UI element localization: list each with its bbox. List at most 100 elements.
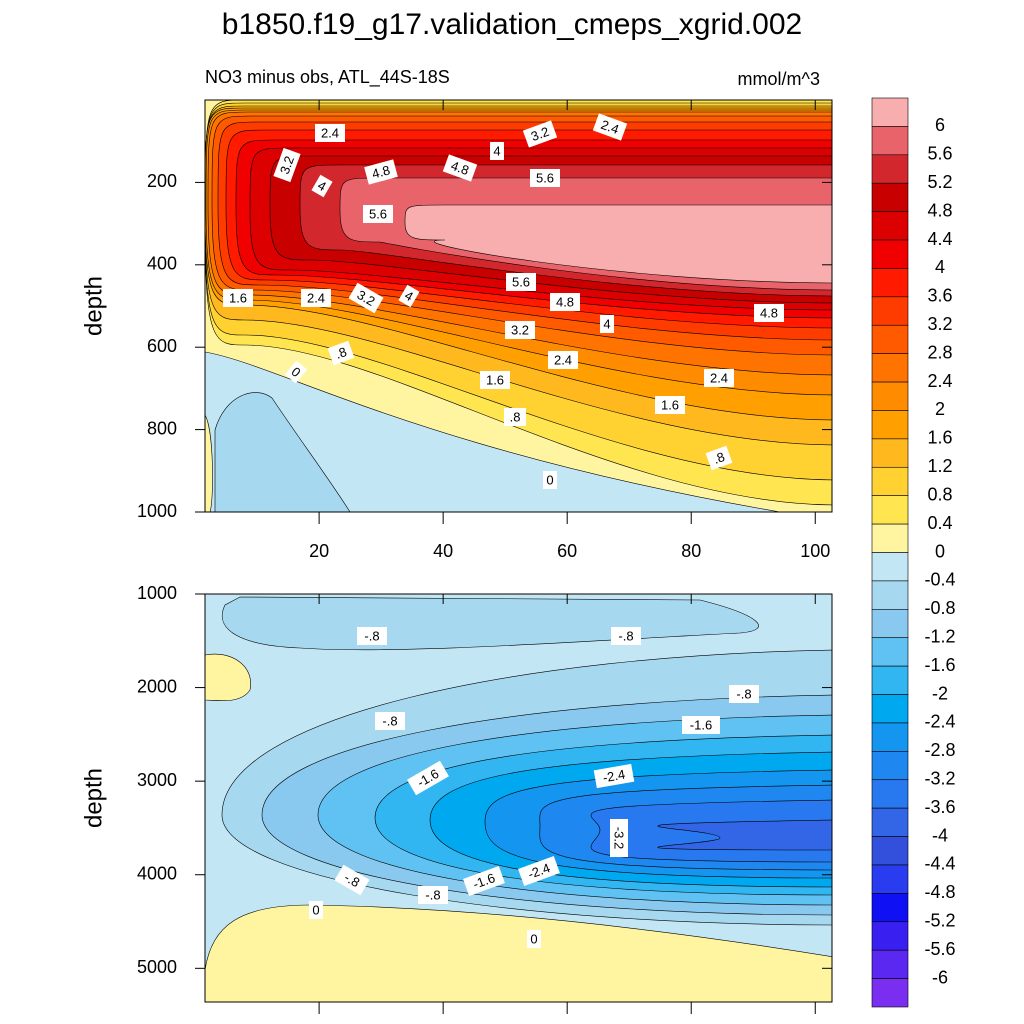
- contour-label-group: -3.2: [610, 819, 628, 857]
- contour-label-bg: [398, 284, 420, 308]
- colorbar-label: 1.6: [927, 428, 952, 448]
- contour-label: 4.8: [370, 162, 391, 181]
- contour-label: 4: [493, 143, 500, 158]
- contour-label: 2.4: [599, 117, 621, 137]
- contour-region: [404, 204, 832, 284]
- x-tick-label: 80: [681, 541, 701, 561]
- x-tick-label: 20: [309, 541, 329, 561]
- contour-plot: 2.4 3.2 2.43.244.8 4.84 5.65.65.61.6 2.4 3.2 4 4…: [205, 100, 832, 512]
- contour-label-bg: [682, 716, 720, 734]
- colorbar-label: -3.6: [924, 797, 955, 817]
- contour-label-bg: [273, 147, 301, 183]
- contour-label: -.8: [382, 713, 397, 728]
- contour-label: .8: [510, 409, 521, 424]
- contour-label: 2.4: [321, 125, 339, 140]
- contour-label-group: 1.6: [223, 289, 253, 307]
- contour-label-group: -.8: [375, 712, 405, 730]
- contour-label-bg: [506, 273, 536, 291]
- contour-label-group: 3.2: [505, 321, 535, 339]
- colorbar-box: [871, 552, 909, 582]
- y-tick-label: 1000: [137, 501, 177, 521]
- contour-label-group: 4.8: [754, 304, 784, 322]
- contour-label-group: 4.8: [364, 159, 398, 185]
- contour-label-group: 2.4: [548, 351, 578, 369]
- y-tick-label: 800: [147, 418, 177, 438]
- colorbar-box: [871, 694, 909, 724]
- colorbar-box: [871, 353, 909, 383]
- y-tick-label: 200: [147, 171, 177, 191]
- colorbar-box: [871, 324, 909, 354]
- colorbar-box: [871, 97, 909, 127]
- contour-label-bg: [704, 369, 734, 387]
- contour-label-group: 4: [398, 284, 420, 308]
- colorbar-label: 4.4: [927, 229, 952, 249]
- colorbar-label: -4.4: [924, 854, 955, 874]
- contour-label-bg: [611, 627, 641, 645]
- contour-label-bg: [490, 142, 504, 160]
- colorbar-box: [871, 722, 909, 752]
- contour-label-bg: [301, 289, 331, 307]
- contour-label: 3.2: [511, 322, 529, 337]
- colorbar-box: [871, 949, 909, 979]
- contour-label-bg: [418, 886, 448, 904]
- contour-label-bg: [504, 408, 526, 426]
- contour-label-group: .8: [705, 445, 733, 471]
- y-tick-label: 1000: [137, 583, 177, 603]
- contour-label-bg: [592, 113, 628, 141]
- colorbar-label: -4: [932, 825, 948, 845]
- colorbar-label: -6: [932, 967, 948, 987]
- colorbar-label: 4: [935, 257, 945, 277]
- contour-label-bg: [610, 819, 628, 857]
- colorbar-label: 6: [935, 115, 945, 135]
- colorbar-label: 0.4: [927, 513, 952, 533]
- x-tick-label: 40: [433, 541, 453, 561]
- contour-label-group: -.8: [729, 685, 759, 703]
- contour-label: -.8: [618, 628, 633, 643]
- contour-label-bg: [522, 120, 558, 148]
- contour-label-bg: [363, 205, 393, 223]
- colorbar-label: 0.8: [927, 484, 952, 504]
- contour-label-group: 0: [527, 930, 541, 948]
- colorbar-label: 4.8: [927, 200, 952, 220]
- contour-label-bg: [327, 340, 355, 366]
- y-axis-label: depth: [80, 768, 107, 828]
- contour-label-bg: [600, 315, 614, 333]
- plot-frame: [204, 593, 833, 1003]
- contour-label: 4.8: [556, 294, 574, 309]
- contour-label-bg: [348, 282, 384, 314]
- colorbar-box: [871, 523, 909, 553]
- colorbar-box: [871, 751, 909, 781]
- contour-label-bg: [375, 712, 405, 730]
- colorbar-box: [871, 580, 909, 610]
- contour-label-bg: [334, 864, 370, 896]
- contour-label-bg: [527, 930, 541, 948]
- contour-plot: -.8 -.8-.8-.8 -1.6-1.6 -2.4-3.2-2.4-1.6-.8-…: [205, 594, 832, 1002]
- panel-subtitle: NO3 minus obs, ATL_44S-18S: [205, 67, 450, 88]
- contour-label-group: 0: [284, 360, 308, 384]
- contour-label: -.8: [342, 870, 363, 891]
- y-tick-label: 600: [147, 336, 177, 356]
- contour-label-bg: [442, 154, 478, 182]
- contour-label-group: -.8: [418, 886, 448, 904]
- colorbar-label: -2.8: [924, 740, 955, 760]
- contour-label-group: 2.4: [301, 289, 331, 307]
- contour-label-group: 5.6: [530, 169, 560, 187]
- y-tick-label: 5000: [137, 957, 177, 977]
- colorbar-label: 5.2: [927, 172, 952, 192]
- contour-label-group: 4.8: [550, 293, 580, 311]
- colorbar-label: -2.4: [924, 712, 955, 732]
- colorbar-label: 0: [935, 541, 945, 561]
- contour-label: 5.6: [512, 274, 530, 289]
- units-label: mmol/m^3: [738, 69, 820, 89]
- contour-label-group: -.8: [611, 627, 641, 645]
- colorbar-box: [871, 864, 909, 894]
- contour-label-bg: [548, 351, 578, 369]
- contour-label-bg: [729, 685, 759, 703]
- contour-label: 4: [603, 316, 610, 331]
- contour-label-bg: [530, 169, 560, 187]
- y-tick-label: 3000: [137, 770, 177, 790]
- colorbar-label: -0.8: [924, 598, 955, 618]
- contour-label: 4.8: [760, 305, 778, 320]
- colorbar-box: [871, 836, 909, 866]
